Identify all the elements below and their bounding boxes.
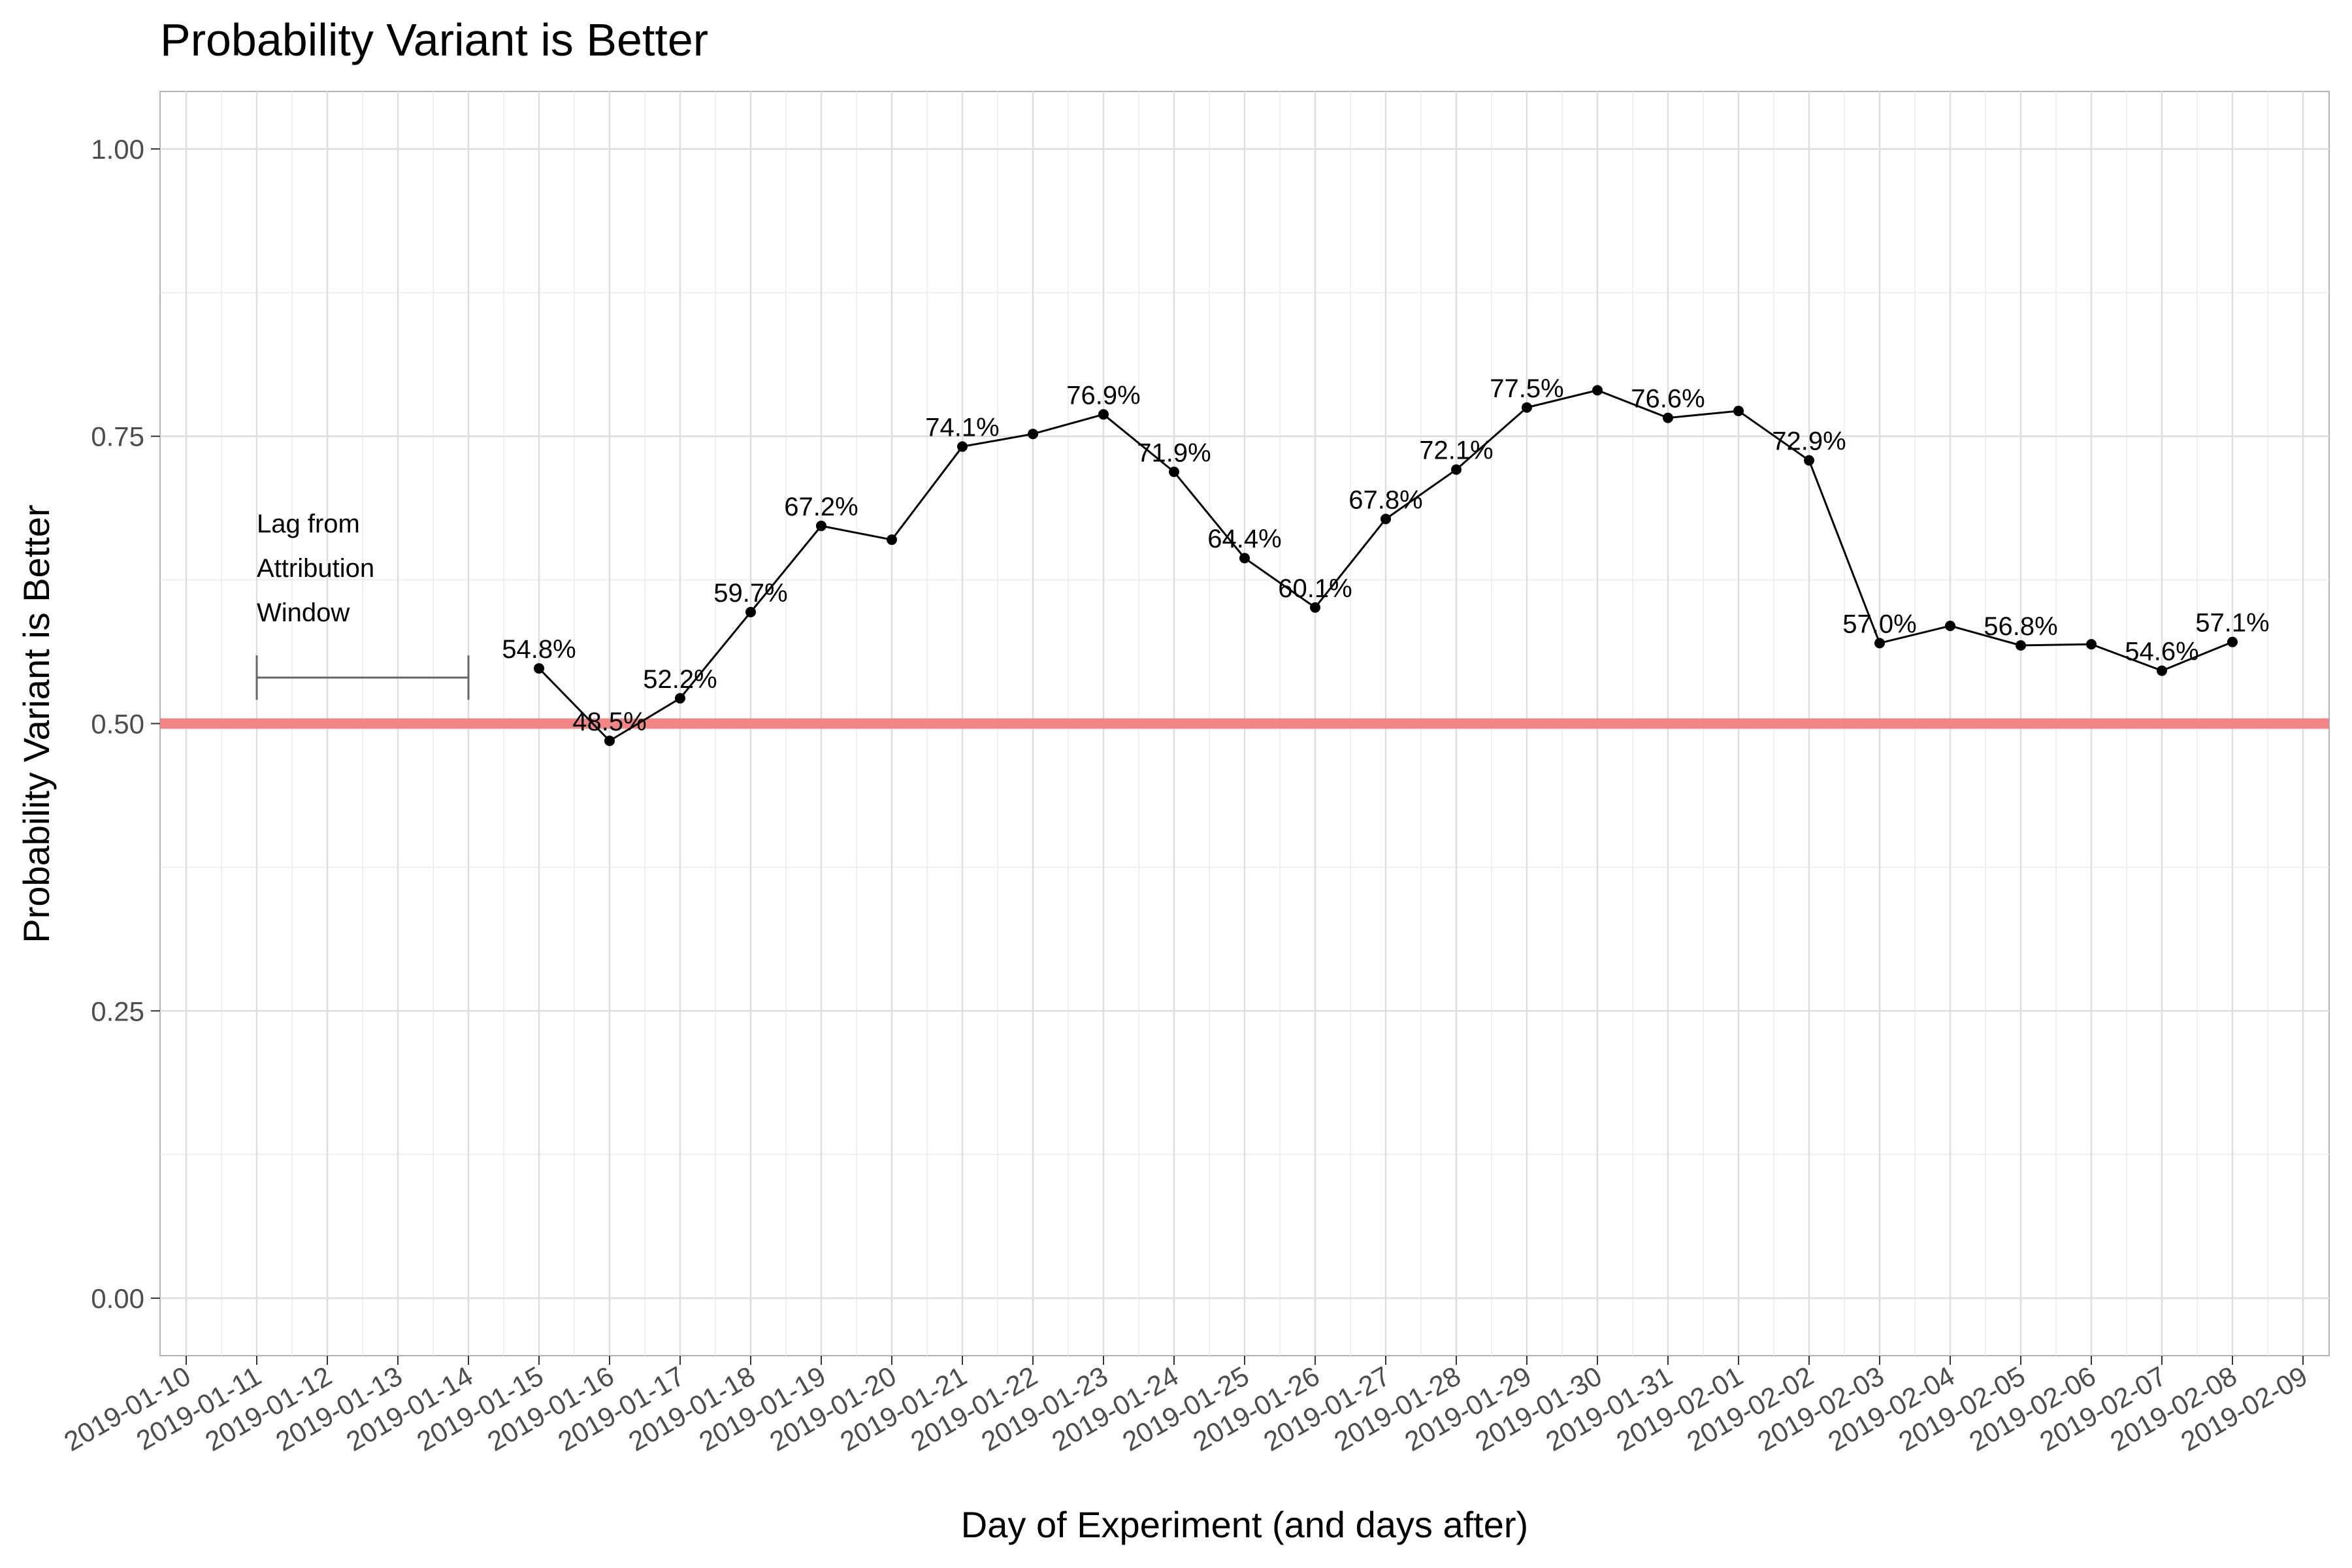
annotation-layer: Lag from Attribution Window xyxy=(255,510,470,700)
lag-annotation-text: Window xyxy=(257,598,350,627)
data-label: 74.1% xyxy=(925,414,999,442)
data-label: 72.1% xyxy=(1419,436,1493,465)
data-label: 52.2% xyxy=(643,665,717,694)
y-tick-label: 0.75 xyxy=(91,421,144,452)
data-point xyxy=(1663,412,1673,423)
x-axis: 2019-01-102019-01-112019-01-122019-01-13… xyxy=(59,1356,2313,1457)
chart-title: Probability Variant is Better xyxy=(160,14,708,65)
data-point xyxy=(1874,638,1885,649)
data-label: 57.1% xyxy=(2195,609,2269,638)
data-label: 67.2% xyxy=(784,493,858,521)
data-point xyxy=(1239,553,1250,564)
data-point xyxy=(534,663,544,674)
data-point xyxy=(1733,406,1744,417)
data-point xyxy=(2227,636,2238,647)
data-label: 76.6% xyxy=(1631,385,1705,414)
data-point xyxy=(816,520,826,531)
data-label-layer: 54.8% 48.5% 52.2% 59.7% 67.2% 74.1% 76.9% 71.9%… xyxy=(502,374,2269,736)
data-point xyxy=(1804,455,1814,466)
data-point xyxy=(1169,466,1179,478)
data-point xyxy=(1380,514,1391,525)
y-axis-label: Probability Variant is Better xyxy=(16,504,57,943)
data-point xyxy=(1028,429,1038,440)
data-label: 71.9% xyxy=(1137,438,1211,467)
data-point xyxy=(1592,385,1603,396)
data-point xyxy=(745,606,756,617)
data-point xyxy=(2157,665,2167,676)
data-label: 72.9% xyxy=(1772,427,1846,456)
data-point xyxy=(675,693,685,704)
data-label: 57.0% xyxy=(1842,610,1916,638)
data-point xyxy=(1945,620,1955,631)
y-tick-label: 1.00 xyxy=(91,134,144,165)
data-point xyxy=(2086,639,2097,650)
data-point xyxy=(1451,464,1462,475)
data-label: 54.8% xyxy=(502,635,576,664)
y-axis: 0.00 0.25 0.50 0.75 1.00 xyxy=(91,134,160,1314)
data-label: 54.6% xyxy=(2125,638,2198,666)
x-axis-label: Day of Experiment (and days after) xyxy=(961,1504,1528,1545)
data-label: 67.8% xyxy=(1348,485,1422,514)
data-point xyxy=(2016,640,2026,651)
y-tick-label: 0.25 xyxy=(91,996,144,1026)
y-tick-label: 0.50 xyxy=(91,709,144,740)
data-label: 64.4% xyxy=(1207,525,1281,553)
data-point xyxy=(887,534,897,546)
data-label: 76.9% xyxy=(1066,381,1140,410)
data-point xyxy=(1522,402,1532,413)
series-layer xyxy=(534,385,2238,746)
lag-annotation-text: Attribution xyxy=(257,554,374,583)
data-point xyxy=(957,441,968,452)
lag-annotation-text: Lag from xyxy=(257,510,360,538)
y-tick-label: 0.00 xyxy=(91,1283,144,1314)
data-label: 56.8% xyxy=(1984,612,2057,641)
data-label: 59.7% xyxy=(713,579,787,608)
data-label: 77.5% xyxy=(1490,374,1563,403)
data-point xyxy=(1098,409,1109,420)
data-label: 48.5% xyxy=(572,708,646,736)
data-point xyxy=(1310,602,1320,613)
data-point xyxy=(604,735,615,746)
data-label: 60.1% xyxy=(1278,574,1352,603)
